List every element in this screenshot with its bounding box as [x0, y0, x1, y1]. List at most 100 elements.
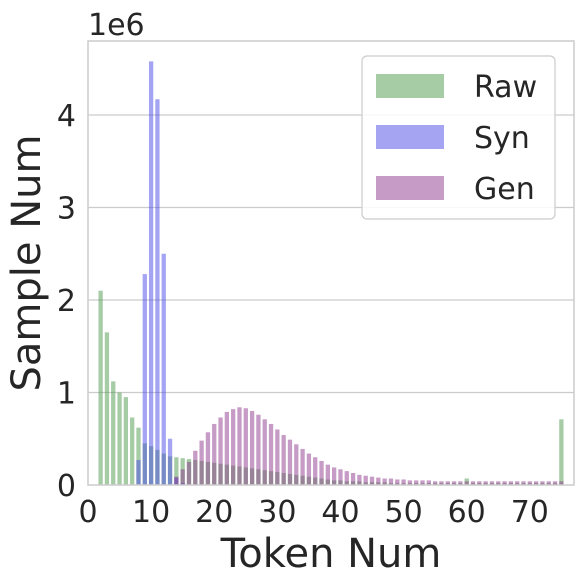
bar-gen-57 — [445, 481, 450, 485]
bar-gen-15 — [180, 469, 185, 485]
legend-label-syn: Syn — [474, 121, 530, 156]
bar-gen-49 — [395, 479, 400, 485]
bar-gen-59 — [458, 481, 463, 485]
bar-gen-22 — [224, 411, 229, 485]
legend-label-raw: Raw — [474, 70, 537, 105]
bar-gen-55 — [433, 481, 438, 485]
x-tick-label-70: 70 — [511, 495, 549, 530]
bar-gen-51 — [407, 480, 413, 486]
bar-gen-17 — [193, 450, 198, 485]
bar-gen-64 — [489, 481, 495, 485]
bar-syn-8 — [136, 460, 141, 485]
bar-gen-16 — [186, 461, 192, 486]
bar-syn-9 — [142, 274, 147, 485]
bar-gen-65 — [496, 481, 501, 485]
bar-gen-75 — [559, 481, 564, 485]
bar-gen-53 — [420, 480, 425, 486]
bar-gen-35 — [306, 453, 312, 485]
bar-raw-7 — [130, 417, 135, 485]
bar-gen-62 — [477, 481, 482, 485]
bar-gen-25 — [243, 408, 248, 485]
bar-raw-2 — [98, 290, 103, 485]
legend-label-gen: Gen — [474, 172, 535, 207]
bar-gen-45 — [369, 476, 375, 485]
bar-gen-27 — [256, 414, 261, 485]
bar-syn-10 — [148, 61, 154, 485]
bar-gen-48 — [388, 478, 394, 485]
bar-gen-67 — [508, 481, 514, 485]
legend-swatch-gen — [376, 176, 444, 200]
bar-gen-71 — [533, 481, 539, 485]
bar-gen-29 — [268, 423, 274, 485]
bar-gen-63 — [483, 481, 488, 485]
bar-gen-24 — [237, 407, 242, 485]
bar-syn-11 — [155, 99, 160, 486]
y-tick-label-4: 4 — [57, 99, 76, 134]
bar-gen-18 — [199, 440, 204, 485]
y-tick-label-0: 0 — [57, 469, 76, 504]
bar-raw-5 — [117, 392, 122, 485]
y-tick-labels: 0 1 2 3 4 — [57, 99, 76, 504]
bar-raw-8 — [136, 427, 141, 485]
y-tick-label-1: 1 — [57, 377, 76, 412]
bar-gen-34 — [300, 448, 305, 485]
bar-gen-72 — [540, 481, 545, 485]
bar-gen-14 — [174, 476, 179, 485]
plot-frame — [87, 40, 575, 486]
bar-gen-40 — [338, 469, 343, 485]
bar-gen-60 — [464, 481, 469, 485]
x-tick-label-50: 50 — [384, 495, 422, 530]
legend-items: Raw Syn Gen — [376, 70, 537, 207]
bar-gen-61 — [470, 481, 476, 485]
bars — [98, 61, 564, 486]
bar-gen-58 — [451, 481, 457, 485]
bar-gen-26 — [249, 411, 255, 485]
bar-gen-52 — [414, 480, 419, 486]
bar-gen-44 — [363, 475, 368, 485]
bar-gen-39 — [332, 467, 337, 485]
bar-gen-66 — [502, 481, 507, 485]
x-axis-title: Token Num — [220, 531, 442, 577]
bar-raw-6 — [123, 397, 129, 486]
y-tick-label-2: 2 — [57, 284, 76, 319]
bar-gen-56 — [439, 481, 444, 485]
bar-gen-68 — [515, 481, 520, 485]
bar-raw-75 — [559, 419, 564, 485]
bar-gen-41 — [344, 471, 349, 486]
series-syn — [136, 61, 185, 486]
x-tick-label-40: 40 — [321, 495, 359, 530]
bar-gen-54 — [426, 480, 431, 486]
bar-gen-47 — [382, 478, 387, 485]
bar-gen-31 — [281, 435, 286, 485]
bar-gen-21 — [218, 417, 223, 485]
legend: Raw Syn Gen — [361, 55, 556, 220]
bar-gen-36 — [313, 457, 318, 485]
bar-gen-30 — [275, 429, 280, 485]
bar-gen-37 — [319, 460, 324, 485]
x-tick-label-0: 0 — [78, 495, 97, 530]
bar-raw-14 — [174, 457, 179, 485]
bar-raw-4 — [111, 381, 116, 485]
bar-gen-20 — [212, 423, 217, 485]
bar-gen-28 — [262, 419, 267, 485]
x-tick-label-20: 20 — [195, 495, 233, 530]
bar-gen-50 — [401, 479, 406, 485]
x-tick-label-60: 60 — [448, 495, 486, 530]
bar-gen-23 — [231, 409, 236, 485]
bar-gen-32 — [287, 439, 293, 485]
y-axis-title: Sample Num — [4, 135, 50, 392]
legend-swatch-raw — [376, 74, 444, 98]
bar-syn-12 — [161, 253, 166, 485]
series-gen — [174, 407, 564, 486]
x-tick-labels: 0 10 20 30 40 50 60 70 — [78, 495, 548, 530]
bar-gen-42 — [350, 472, 356, 485]
bar-gen-43 — [357, 474, 362, 485]
bar-gen-46 — [376, 477, 381, 485]
bar-gen-74 — [552, 481, 558, 485]
bar-gen-38 — [325, 464, 330, 485]
y-tick-label-3: 3 — [57, 192, 76, 227]
bar-gen-73 — [546, 481, 551, 485]
legend-swatch-syn — [376, 125, 444, 149]
x-tick-label-30: 30 — [258, 495, 296, 530]
